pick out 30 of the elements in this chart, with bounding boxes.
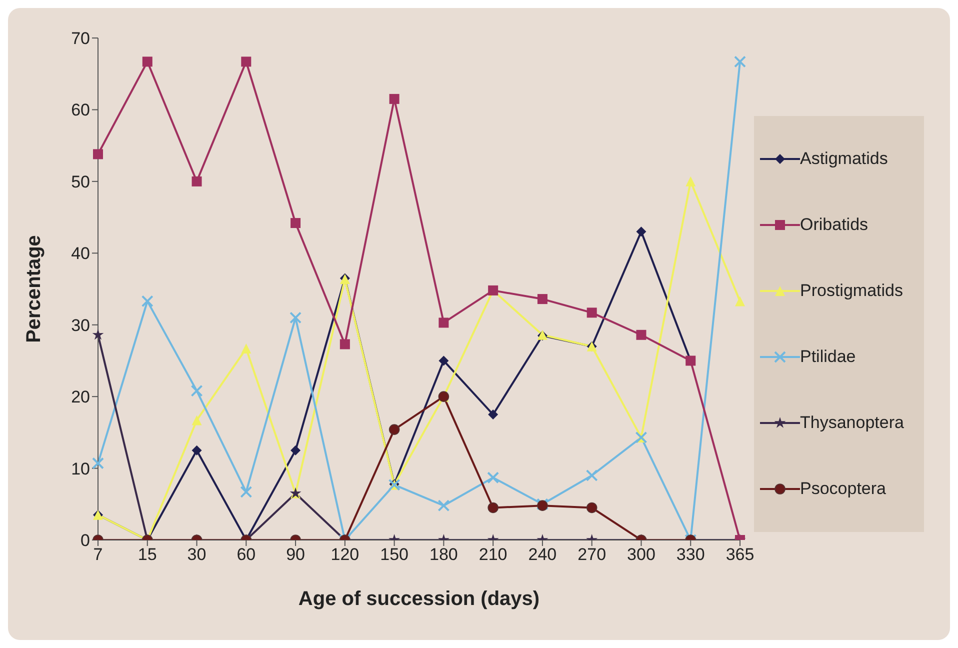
x-tick-label: 240: [528, 545, 557, 564]
y-tick-label: 0: [80, 531, 90, 550]
x-tick-label: 60: [236, 545, 256, 564]
x-tick-label: 90: [286, 545, 305, 564]
x-tick-label: 365: [726, 545, 754, 564]
x-tick-label: 330: [676, 545, 705, 564]
x-tick-label: 7: [93, 545, 103, 564]
legend-label: Astigmatids: [800, 149, 888, 169]
y-axis-title: Percentage: [23, 235, 46, 343]
legend-label: Prostigmatids: [800, 281, 903, 301]
y-tick-label: 50: [71, 172, 90, 192]
y-tick-label: 10: [71, 459, 90, 478]
legend-label: Ptilidae: [800, 347, 856, 367]
x-tick-label: 150: [380, 545, 408, 564]
y-tick-label: 40: [71, 244, 90, 264]
x-tick-label: 180: [430, 545, 458, 564]
y-tick-label: 30: [71, 316, 90, 335]
x-tick-label: 15: [138, 545, 157, 564]
x-tick-label: 300: [627, 545, 656, 564]
y-tick-label: 20: [71, 388, 90, 407]
legend-label: Thysanoptera: [800, 413, 904, 433]
x-axis-title: Age of succession (days): [298, 588, 540, 610]
x-tick-label: 120: [330, 545, 360, 564]
y-tick-label: 70: [71, 29, 90, 48]
legend-label: Psocoptera: [800, 479, 886, 499]
x-tick-label: 30: [187, 545, 206, 564]
x-tick-label: 210: [478, 545, 508, 564]
x-tick-label: 270: [578, 545, 606, 564]
y-tick-label: 60: [71, 100, 90, 120]
legend-label: Oribatids: [800, 215, 868, 235]
